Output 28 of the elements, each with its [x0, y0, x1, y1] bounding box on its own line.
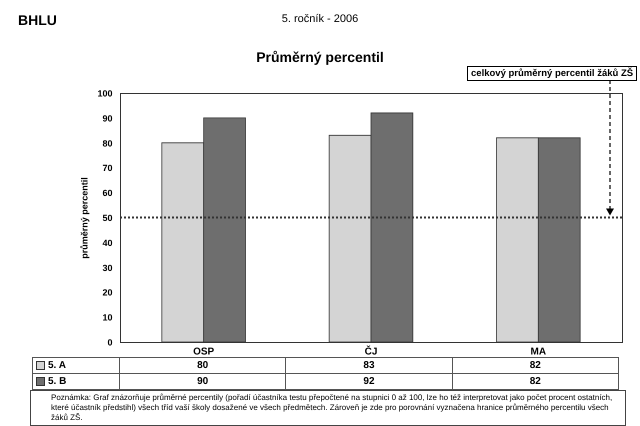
chart-subtitle: 5. ročník - 2006: [282, 13, 358, 25]
data-label: 83: [286, 358, 452, 374]
y-tick-label: 80: [102, 138, 112, 148]
text: Poznámka: Graf znázorňuje průměrné percentily (pořadí účastníka testu přepočtené na stupnici 0 až 100, lze ho též interpretovat jako počet procent ostatních, které účastník předstihl) všech tříd vaší školy dosažené ve všech předmětech. Zároveň je zde pro porovnání vyznačena hranice průměrného percentilu všech žáků ZŠ.: [30, 390, 626, 426]
data-label: 90: [120, 374, 286, 390]
y-tick-label: 0: [107, 338, 112, 348]
chart-title: Průměrný percentil: [255, 49, 385, 65]
data-label: 80: [120, 358, 286, 374]
y-tick-label: 90: [102, 113, 112, 124]
data-label: 82: [452, 374, 618, 390]
text: BHLU: [18, 12, 57, 28]
x-tick-label: ČJ: [364, 346, 378, 358]
data-label: 92: [286, 374, 452, 390]
y-tick-label: 100: [97, 88, 112, 98]
y-axis-title: průměrný percentil: [79, 177, 90, 259]
y-tick-label: 40: [102, 238, 112, 248]
y-tick-label: 70: [102, 163, 112, 174]
legend-label: 5. A: [32, 358, 120, 374]
data-label: 82: [452, 358, 618, 374]
y-tick-label: 60: [102, 188, 112, 198]
x-tick-label: OSP: [193, 346, 215, 358]
x-tick-label: MA: [530, 346, 546, 358]
y-tick-label: 50: [102, 213, 112, 223]
ref-line-label: celkový průměrný percentil žáků ZŠ: [467, 66, 638, 81]
y-tick-label: 10: [102, 312, 112, 323]
y-tick-label: 30: [102, 262, 112, 273]
legend-label: 5. B: [32, 374, 120, 390]
y-tick-label: 20: [102, 288, 112, 298]
